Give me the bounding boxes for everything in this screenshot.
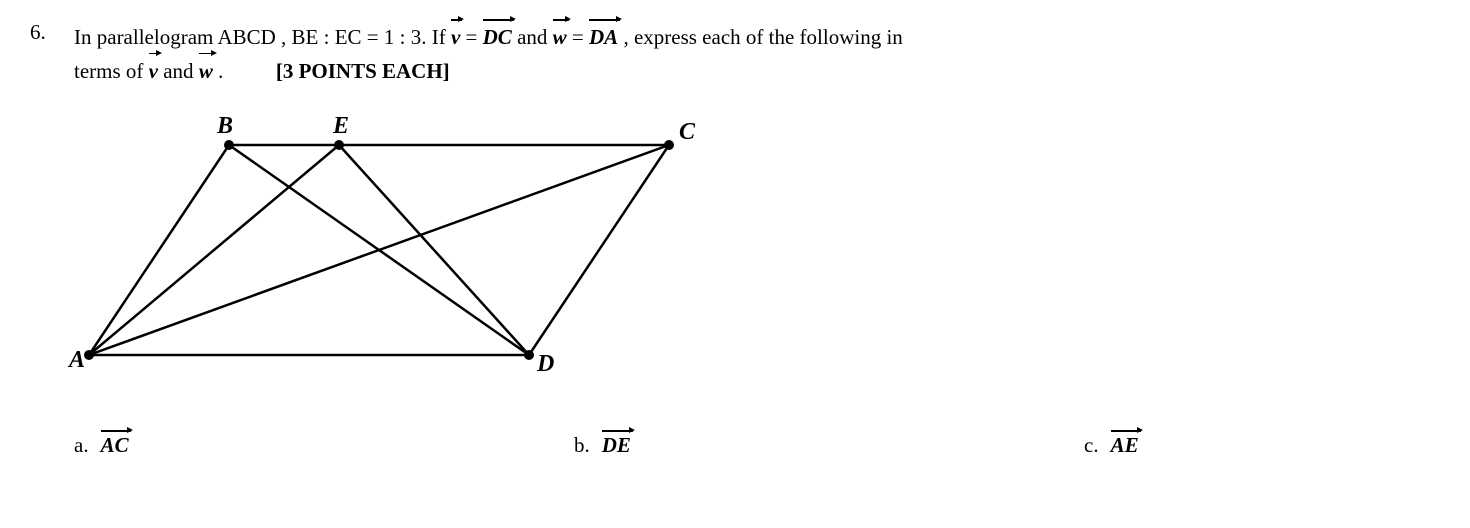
vector-ae: AE	[1111, 431, 1139, 458]
vector-v: v	[451, 20, 460, 54]
problem-statement: In parallelogram ABCD , BE : EC = 1 : 3.…	[74, 20, 1440, 87]
problem-container: 6. In parallelogram ABCD , BE : EC = 1 :…	[30, 20, 1440, 458]
subpart-c: c. AE	[1084, 431, 1440, 458]
svg-text:D: D	[536, 351, 554, 377]
problem-body: In parallelogram ABCD , BE : EC = 1 : 3.…	[74, 20, 1440, 458]
svg-text:E: E	[332, 113, 349, 139]
subparts-row: a. AC b. DE c. AE	[74, 431, 1440, 458]
subpart-letter: c.	[1084, 433, 1099, 458]
svg-text:B: B	[216, 113, 233, 139]
diagram-svg: A B E C D	[54, 105, 714, 395]
problem-number: 6.	[30, 20, 74, 45]
svg-text:C: C	[679, 119, 696, 145]
vector-de: DE	[602, 431, 631, 458]
svg-text:A: A	[67, 347, 85, 373]
equals-sign: =	[572, 25, 589, 49]
vector-da: DA	[589, 20, 618, 54]
text-segment: In parallelogram ABCD , BE : EC = 1 : 3.…	[74, 25, 451, 49]
subpart-letter: a.	[74, 433, 89, 458]
vector-w: w	[553, 20, 567, 54]
vector-ac: AC	[101, 431, 129, 458]
text-segment: and	[517, 25, 553, 49]
text-segment: .	[218, 59, 223, 83]
subpart-a: a. AC	[74, 431, 574, 458]
vector-w: w	[199, 54, 213, 88]
parallelogram-diagram: A B E C D	[54, 105, 1440, 401]
text-segment: , express each of the following in	[623, 25, 902, 49]
equals-sign: =	[466, 25, 483, 49]
vector-dc: DC	[483, 20, 512, 54]
text-segment: and	[163, 59, 199, 83]
points-label: [3 POINTS EACH]	[276, 59, 450, 83]
subpart-letter: b.	[574, 433, 590, 458]
text-segment: terms of	[74, 59, 149, 83]
subpart-b: b. DE	[574, 431, 1084, 458]
vector-v: v	[149, 54, 158, 88]
